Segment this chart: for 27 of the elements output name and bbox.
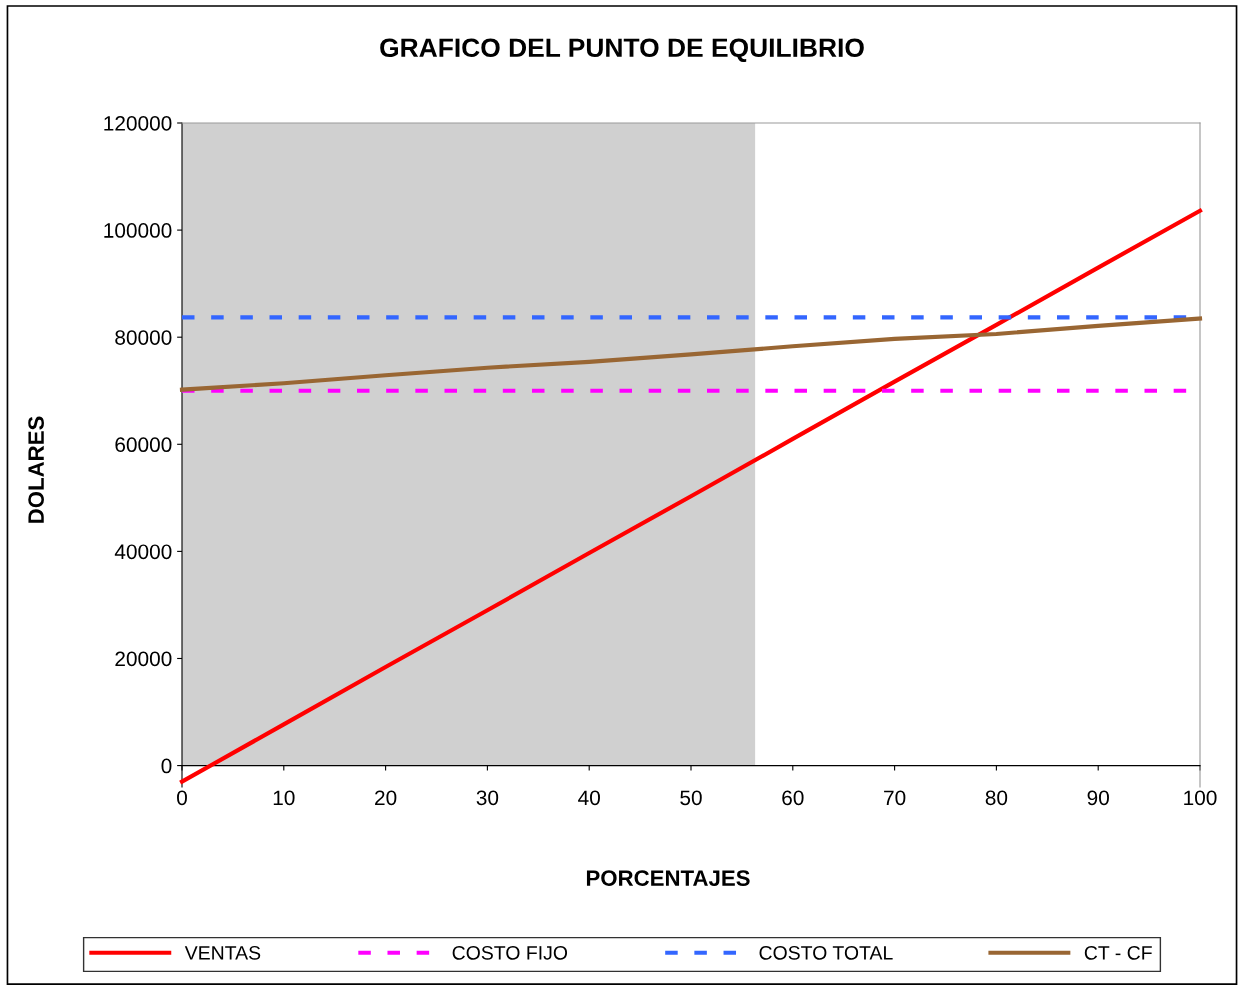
chart-title: GRAFICO DEL PUNTO DE EQUILIBRIO xyxy=(380,38,864,63)
legend-label: CT - CF xyxy=(1084,945,1152,960)
x-tick-label: 30 xyxy=(476,790,499,806)
x-tick-label: 80 xyxy=(985,790,1008,806)
line-series xyxy=(179,208,1203,784)
y-tick-label: 40000 xyxy=(114,544,172,560)
legend-label: COSTO FIJO xyxy=(452,945,568,960)
y-tick-label: 60000 xyxy=(115,437,172,453)
y-tick-label: 80000 xyxy=(115,330,172,345)
x-axis-title: PORCENTAJES xyxy=(586,870,750,886)
x-tick-label: 50 xyxy=(680,790,702,806)
x-tick-label: 90 xyxy=(1087,790,1109,806)
y-tick-label: 120000 xyxy=(104,116,172,131)
x-tick-label: 40 xyxy=(578,790,600,806)
y-tick-label: 0 xyxy=(161,758,172,774)
x-tick-label: 10 xyxy=(273,790,295,806)
y-axis-title: DOLARES xyxy=(28,416,44,523)
x-tick-label: 20 xyxy=(375,790,397,806)
x-tick-label: 70 xyxy=(884,790,906,806)
y-tick-label: 100000 xyxy=(104,223,172,238)
y-tick-label: 20000 xyxy=(115,651,172,667)
x-tick-label: 60 xyxy=(782,790,804,806)
x-tick-label: 0 xyxy=(177,790,187,806)
legend-label: VENTAS xyxy=(184,945,261,960)
line-series xyxy=(179,316,1203,392)
x-tick-label: 100 xyxy=(1184,790,1217,806)
legend-label: COSTO TOTAL xyxy=(759,945,893,960)
